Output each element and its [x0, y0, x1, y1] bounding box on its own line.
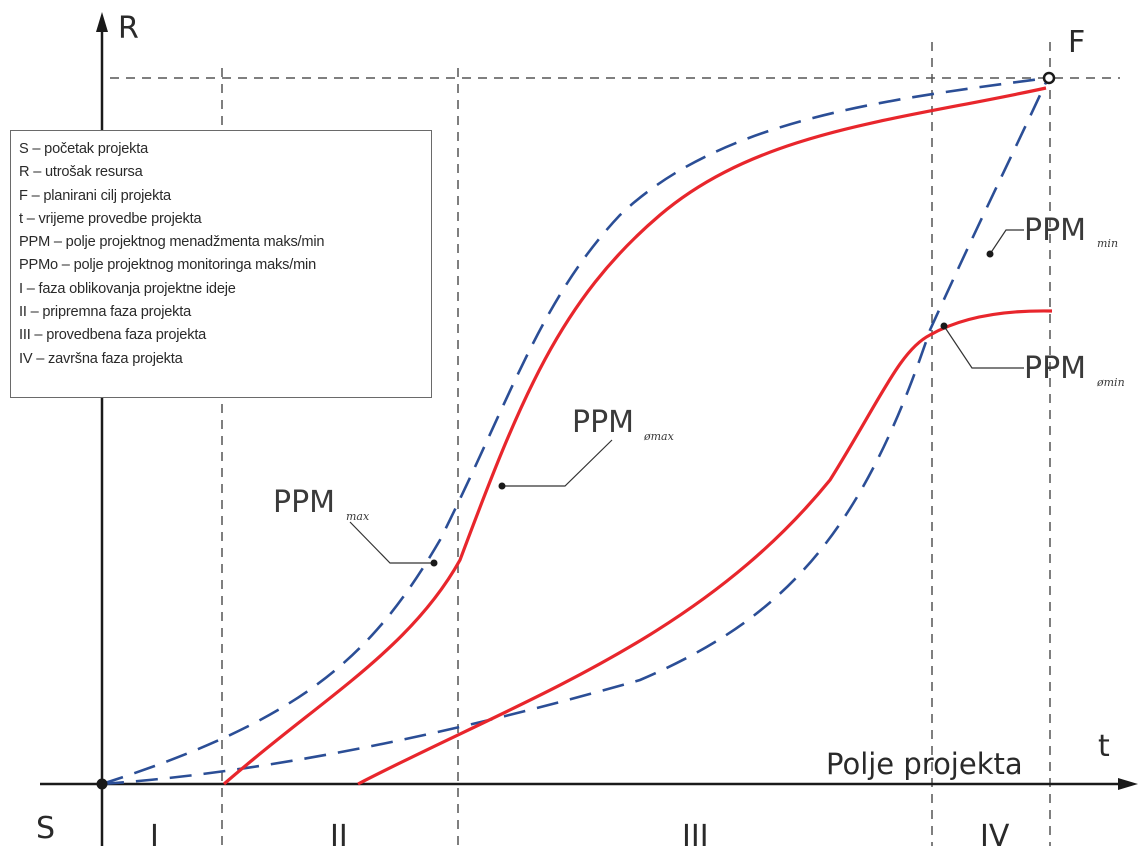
phase-3-label: III — [682, 819, 709, 846]
legend-item-ppmo: PPMo – polje projektnog monitoringa maks… — [19, 257, 317, 274]
ppm-min-marker — [986, 250, 994, 258]
ppm-omax-leader — [502, 439, 613, 487]
legend-item-f: F – planirani cilj projekta — [19, 187, 171, 204]
legend-item-r: R – utrošak resursa — [19, 164, 143, 181]
t-axis-label: t — [1098, 729, 1110, 764]
field-label: Polje projekta — [826, 747, 1023, 781]
legend-item-ppm: PPM – polje projektnog menadžmenta maks/… — [19, 234, 325, 251]
r-axis-arrow — [96, 12, 108, 32]
ppm-max-curve — [101, 76, 1049, 786]
r-axis-label: R — [118, 11, 139, 46]
phase-2-label: II — [330, 819, 348, 846]
legend-item-phase-3: III – provedbena faza projekta — [19, 327, 207, 344]
phase-4-label: IV — [980, 819, 1010, 846]
legend-item-t: t – vrijeme provedbe projekta — [19, 210, 202, 227]
ppm-omax-subscript: ømax — [643, 430, 675, 443]
ppm-omax-curve — [222, 86, 1047, 786]
legend-item-phase-1: I – faza oblikovanja projektne ideje — [19, 280, 236, 297]
origin-label: S — [36, 811, 55, 846]
ppm-max-label: PPM — [273, 485, 335, 520]
target-label: F — [1068, 25, 1085, 60]
ppm-min-leader — [989, 229, 1024, 255]
origin-point — [96, 778, 108, 790]
ppm-omin-subscript: ømin — [1096, 376, 1125, 389]
legend-item-phase-4: IV – završna faza projekta — [19, 350, 183, 367]
legend-box: S – početak projekta R – utrošak resursa… — [10, 130, 432, 398]
ppm-omin-label: PPM — [1024, 351, 1086, 386]
ppm-omin-leader — [943, 325, 1024, 369]
ppm-min-label: PPM — [1024, 213, 1086, 248]
legend-item-s: S – početak projekta — [19, 141, 149, 157]
ppm-max-leader — [349, 521, 434, 564]
target-point — [1042, 71, 1056, 85]
ppm-max-subscript: max — [346, 510, 370, 523]
ppm-omax-marker — [498, 482, 506, 490]
t-axis-arrow — [1118, 778, 1138, 790]
ppm-min-subscript: min — [1097, 237, 1118, 250]
ppm-omax-label: PPM — [572, 405, 634, 440]
ppm-max-marker — [430, 559, 438, 567]
ppm-omin-marker — [940, 322, 948, 330]
ppm-min-curve — [101, 77, 1050, 786]
phase-1-label: I — [150, 819, 159, 846]
ppm-omin-curve — [357, 309, 1053, 786]
legend-item-phase-2: II – pripremna faza projekta — [19, 304, 192, 321]
